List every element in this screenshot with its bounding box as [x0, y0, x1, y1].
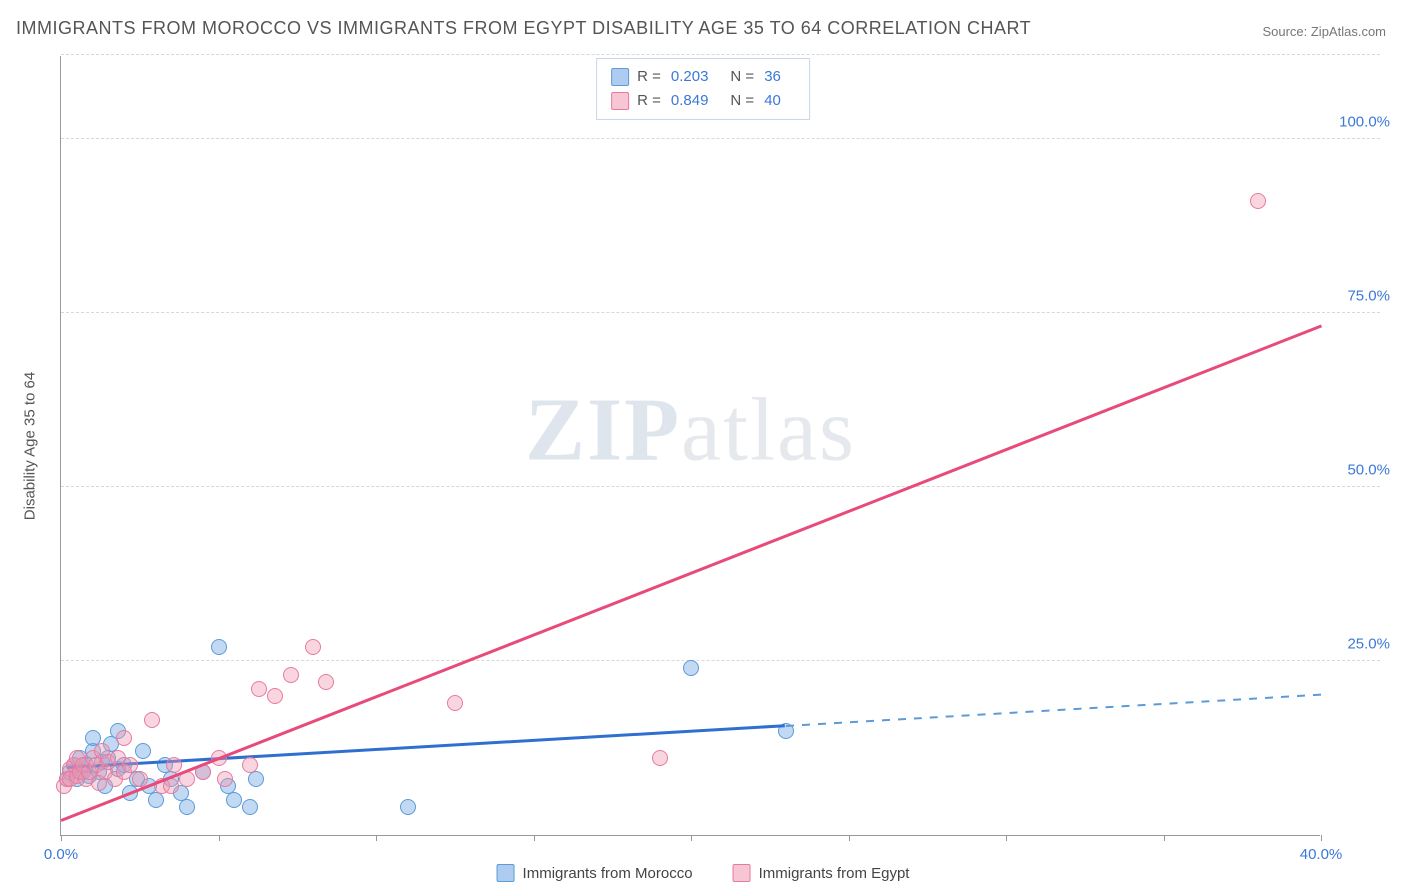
data-point-egypt: [305, 639, 321, 655]
gridline: [61, 138, 1380, 139]
data-point-morocco: [135, 743, 151, 759]
correlation-chart: IMMIGRANTS FROM MOROCCO VS IMMIGRANTS FR…: [0, 0, 1406, 892]
data-point-morocco: [683, 660, 699, 676]
chart-title: IMMIGRANTS FROM MOROCCO VS IMMIGRANTS FR…: [16, 18, 1031, 39]
x-tick: [219, 835, 220, 841]
gridline: [61, 660, 1380, 661]
data-point-egypt: [318, 674, 334, 690]
swatch-blue: [611, 68, 629, 86]
plot-area: ZIPatlas 25.0%50.0%75.0%100.0%0.0%40.0%: [60, 56, 1320, 836]
y-tick-label: 75.0%: [1330, 287, 1390, 304]
correlation-legend: R = 0.203 N = 36 R = 0.849 N = 40: [596, 58, 810, 120]
x-tick-label: 0.0%: [44, 846, 78, 863]
x-tick: [849, 835, 850, 841]
swatch-blue: [497, 864, 515, 882]
y-tick-label: 25.0%: [1330, 635, 1390, 652]
source-label: Source: ZipAtlas.com: [1262, 24, 1386, 39]
swatch-pink: [733, 864, 751, 882]
x-tick: [1164, 835, 1165, 841]
series-legend: Immigrants from Morocco Immigrants from …: [497, 864, 910, 882]
data-point-egypt: [267, 688, 283, 704]
x-tick-label: 40.0%: [1300, 846, 1343, 863]
data-point-egypt: [283, 667, 299, 683]
x-tick: [376, 835, 377, 841]
legend-item-morocco: Immigrants from Morocco: [497, 864, 693, 882]
data-point-egypt: [652, 750, 668, 766]
data-point-morocco: [211, 639, 227, 655]
legend-row-egypt: R = 0.849 N = 40: [611, 89, 795, 113]
x-tick: [534, 835, 535, 841]
data-point-morocco: [242, 799, 258, 815]
data-point-egypt: [1250, 193, 1266, 209]
gridline: [61, 312, 1380, 313]
data-point-egypt: [251, 681, 267, 697]
watermark: ZIPatlas: [525, 378, 856, 481]
data-point-egypt: [242, 757, 258, 773]
regression-line: [785, 694, 1321, 727]
data-point-egypt: [144, 712, 160, 728]
data-point-morocco: [226, 792, 242, 808]
x-tick: [691, 835, 692, 841]
regression-line: [61, 324, 1322, 821]
gridline: [61, 54, 1380, 55]
gridline: [61, 486, 1380, 487]
y-axis-title: Disability Age 35 to 64: [22, 372, 39, 520]
data-point-egypt: [217, 771, 233, 787]
data-point-egypt: [163, 778, 179, 794]
data-point-egypt: [116, 730, 132, 746]
data-point-morocco: [179, 799, 195, 815]
legend-row-morocco: R = 0.203 N = 36: [611, 65, 795, 89]
y-tick-label: 50.0%: [1330, 461, 1390, 478]
legend-item-egypt: Immigrants from Egypt: [733, 864, 910, 882]
x-tick: [61, 835, 62, 841]
data-point-morocco: [148, 792, 164, 808]
swatch-pink: [611, 92, 629, 110]
x-tick: [1321, 835, 1322, 841]
data-point-morocco: [400, 799, 416, 815]
y-tick-label: 100.0%: [1330, 113, 1390, 130]
data-point-egypt: [447, 695, 463, 711]
data-point-morocco: [248, 771, 264, 787]
x-tick: [1006, 835, 1007, 841]
